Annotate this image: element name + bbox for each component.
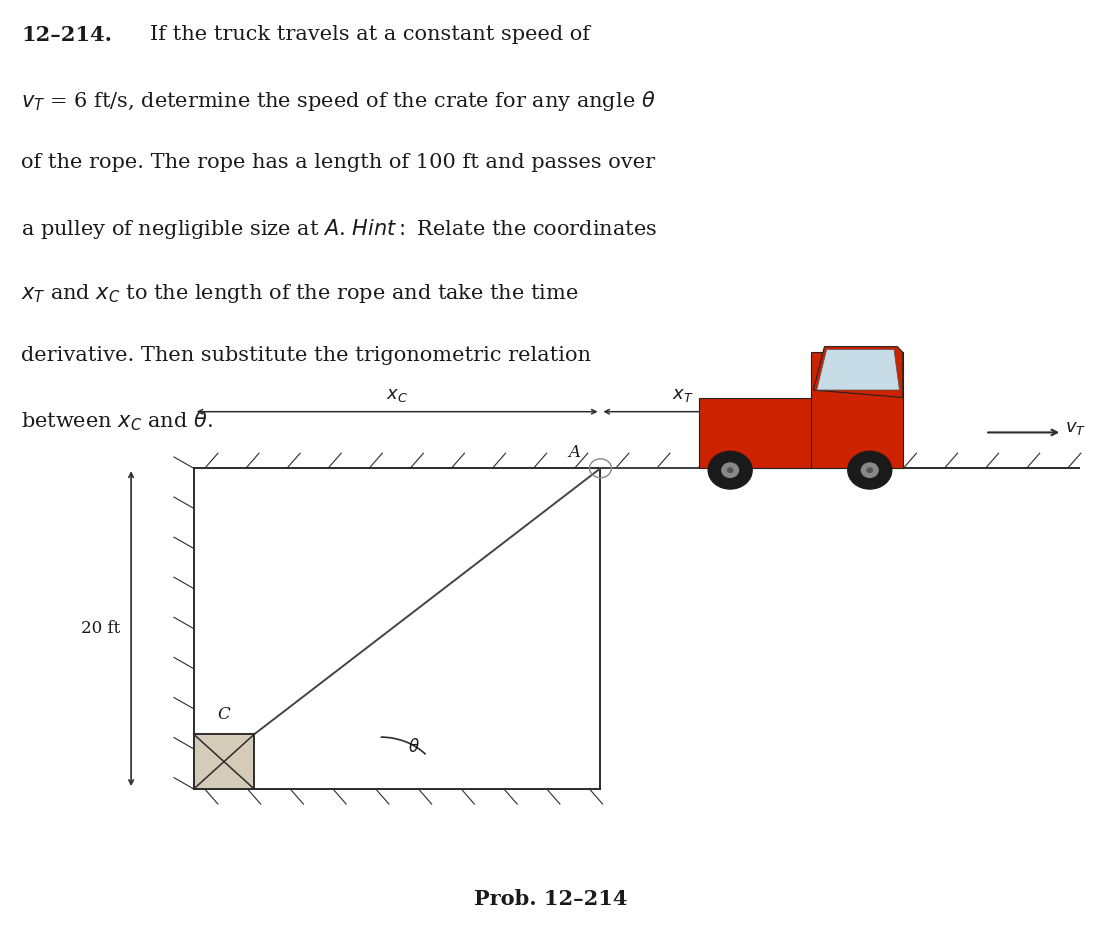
Bar [811,352,903,468]
Text: of the rope. The rope has a length of 100 ft and passes over: of the rope. The rope has a length of 10… [21,153,656,172]
Polygon shape [817,349,899,390]
Text: A: A [569,444,581,461]
Text: $x_C$: $x_C$ [386,386,408,404]
Text: between $x_C$ and $\theta$.: between $x_C$ and $\theta$. [21,410,213,433]
Circle shape [867,468,873,472]
Text: 12–214.: 12–214. [21,25,112,45]
Text: Prob. 12–214: Prob. 12–214 [474,889,628,909]
Polygon shape [813,346,903,397]
Text: If the truck travels at a constant speed of: If the truck travels at a constant speed… [150,25,590,44]
Text: $v_T$ = 6 ft/s, determine the speed of the crate for any angle $\theta$: $v_T$ = 6 ft/s, determine the speed of t… [21,89,656,114]
Circle shape [727,468,733,472]
Circle shape [847,451,892,489]
Text: a pulley of negligible size at $A$. $\mathit{Hint:}$ Relate the coordinates: a pulley of negligible size at $A$. $\ma… [21,218,657,241]
Bar [700,397,811,468]
Text: C: C [217,706,230,723]
Text: $v_T$: $v_T$ [1066,419,1087,437]
Bar [194,734,255,789]
Text: derivative. Then substitute the trigonometric relation: derivative. Then substitute the trigonom… [21,345,591,364]
Circle shape [862,463,878,478]
Text: $x_T$: $x_T$ [672,386,694,404]
Circle shape [722,463,738,478]
Text: $x_T$ and $x_C$ to the length of the rope and take the time: $x_T$ and $x_C$ to the length of the rop… [21,282,579,305]
Circle shape [709,451,753,489]
Text: 20 ft: 20 ft [80,621,120,638]
Text: T: T [868,389,882,407]
Text: $\theta$: $\theta$ [408,738,420,756]
